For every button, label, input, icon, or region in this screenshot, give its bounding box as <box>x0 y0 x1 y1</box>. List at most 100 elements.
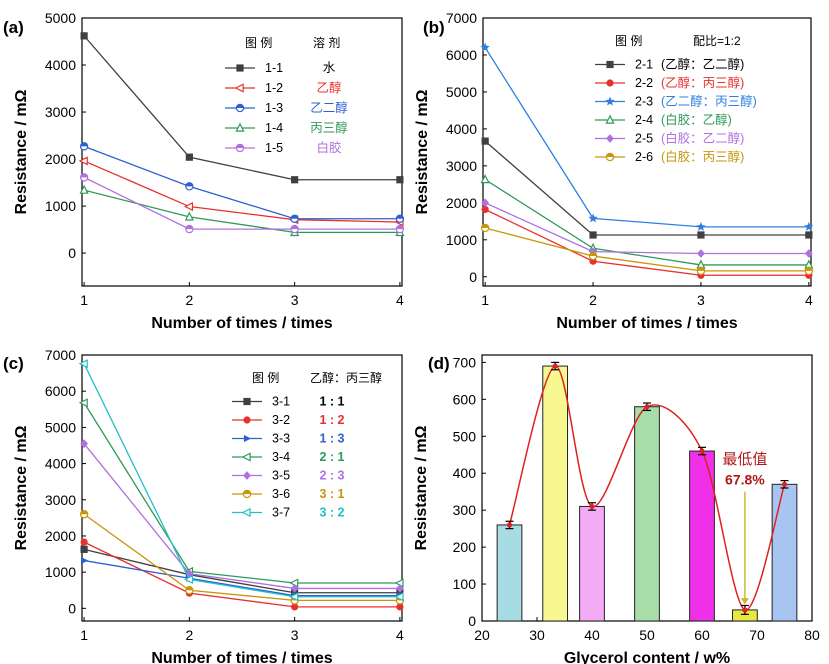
data-point-1-3-3 <box>290 214 299 223</box>
y-tick-label: 700 <box>453 354 477 370</box>
data-point-3-7-1 <box>78 359 88 369</box>
annotation-arrow-head <box>740 598 749 605</box>
y-tick-label: 0 <box>469 269 477 285</box>
x-axis-title: Number of times / times <box>151 315 332 332</box>
legend-name: 2 : 1 <box>319 450 344 464</box>
x-tick-label: 60 <box>694 627 710 643</box>
data-point-2-4-1 <box>480 174 490 184</box>
data-point-3-4-1 <box>78 398 88 408</box>
legend-id: 2-1 <box>635 58 653 72</box>
y-tick-label: 600 <box>453 391 477 407</box>
x-tick-label: 40 <box>584 627 600 643</box>
legend-marker <box>235 143 245 153</box>
series-line-3-2 <box>83 541 400 608</box>
legend-name: (白胶：乙醇) <box>661 112 732 127</box>
legend-header-id: 图 例 <box>615 34 642 48</box>
data-point-1-2-1 <box>78 156 88 166</box>
legend-id: 3-3 <box>272 432 290 446</box>
y-axis-title: Resistance / mΩ <box>413 425 430 550</box>
data-point-2-3-2 <box>588 213 598 223</box>
bar-5 <box>689 450 715 622</box>
legend-id: 1-1 <box>265 61 283 75</box>
data-point-1-3-4 <box>395 214 405 223</box>
annotation-min-value: 67.8% <box>725 471 765 487</box>
bar-1 <box>496 524 523 622</box>
legend-id: 3-1 <box>272 395 290 409</box>
legend-marker <box>243 416 251 424</box>
y-tick-label: 1000 <box>45 198 76 214</box>
legend-header-name: 乙醇：丙三醇 <box>310 370 382 385</box>
legend-marker <box>605 152 615 162</box>
data-point-1-5-4 <box>395 224 405 234</box>
bar-top-point-4 <box>644 404 650 410</box>
legend-marker <box>234 83 244 93</box>
legend-marker <box>243 471 251 480</box>
panel-d: 20 30 40 50 60 70 80 0 100 200 300 400 500 600 700 Glyc… <box>413 354 820 664</box>
legend-name: 乙二醇 <box>310 100 348 115</box>
data-point-3-7-4 <box>394 592 404 602</box>
series-line-3-1 <box>83 548 400 594</box>
legend: 图 例 配比=1:2 2-1 (乙醇：乙二醇) 2-2 (乙醇：丙三醇) 2-3 (乙二醇：丙… <box>595 34 757 164</box>
legend-id: 3-7 <box>272 506 290 520</box>
series-line-1-3 <box>83 145 400 220</box>
legend-id: 2-3 <box>635 95 653 109</box>
y-tick-label: 3000 <box>45 104 76 120</box>
data-point-1-5-1 <box>79 173 89 182</box>
bar-2 <box>542 365 569 622</box>
legend-id: 2-4 <box>635 113 653 127</box>
legend-name: (乙醇：丙三醇) <box>661 75 744 90</box>
legend-id: 3-5 <box>272 469 290 483</box>
data-point-2-3-3 <box>696 221 706 231</box>
series-line-2-2 <box>484 208 809 276</box>
legend-name: 2 : 3 <box>319 469 344 483</box>
legend-marker <box>606 134 614 143</box>
y-tick-label: 0 <box>68 245 76 261</box>
data-point-2-3-4 <box>804 221 814 231</box>
series-line-3-4 <box>83 402 400 584</box>
legend: 图 例 溶 剂 1-1 水 1-2 乙醇 1-3 乙二醇 1-4 丙三醇 1-5 白胶 <box>225 35 348 155</box>
data-point-3-5-1 <box>80 439 89 449</box>
data-point-2-5-1 <box>481 198 490 208</box>
bar-3 <box>579 505 605 622</box>
panel-label: (d) <box>428 354 450 373</box>
legend-id: 3-6 <box>272 487 290 501</box>
legend-name: (白胶：乙二醇) <box>661 131 744 146</box>
legend-id: 1-4 <box>265 121 283 135</box>
x-tick-label: 4 <box>396 627 404 643</box>
x-tick-label: 4 <box>396 292 404 308</box>
data-point-2-5-3 <box>697 249 705 258</box>
x-tick-label: 4 <box>805 292 813 308</box>
legend-marker <box>605 114 615 124</box>
legend-name: 1 : 1 <box>319 395 344 409</box>
data-point-3-6-2 <box>185 586 194 595</box>
legend-marker <box>236 64 244 72</box>
legend-name: (白胶：丙三醇) <box>661 149 744 164</box>
x-tick-label: 2 <box>589 292 597 308</box>
panel-a: 1 2 3 4 0 1000 2000 3000 4000 5000 Number of times… <box>3 10 405 332</box>
data-point-3-2-3 <box>291 603 299 611</box>
plot-frame <box>482 17 812 287</box>
x-tick-label: 1 <box>80 627 88 643</box>
legend-marker <box>241 452 251 462</box>
data-point-2-6-2 <box>588 251 598 261</box>
data-point-3-5-3 <box>290 584 299 593</box>
series-line-3-3 <box>83 559 400 597</box>
series-line-2-6 <box>484 227 809 272</box>
y-tick-label: 0 <box>468 613 476 629</box>
data-point-1-3-1 <box>79 142 89 151</box>
data-point-3-1-1 <box>80 545 88 553</box>
y-tick-label: 2000 <box>45 151 76 167</box>
data-point-1-5-2 <box>185 224 194 234</box>
data-point-2-6-3 <box>696 266 706 276</box>
data-point-2-1-4 <box>805 231 813 239</box>
series-line-2-4 <box>484 178 809 266</box>
legend-name: 1 : 2 <box>319 413 344 427</box>
y-tick-label: 4000 <box>45 456 76 472</box>
y-tick-label: 6000 <box>446 47 477 63</box>
x-tick-label: 3 <box>291 292 299 308</box>
data-point-3-5-4 <box>395 584 404 593</box>
legend-id: 1-2 <box>265 81 283 95</box>
data-point-2-2-1 <box>481 205 489 214</box>
series-line-1-1 <box>83 35 400 181</box>
x-axis-title: Glycerol content / w% <box>564 650 730 664</box>
